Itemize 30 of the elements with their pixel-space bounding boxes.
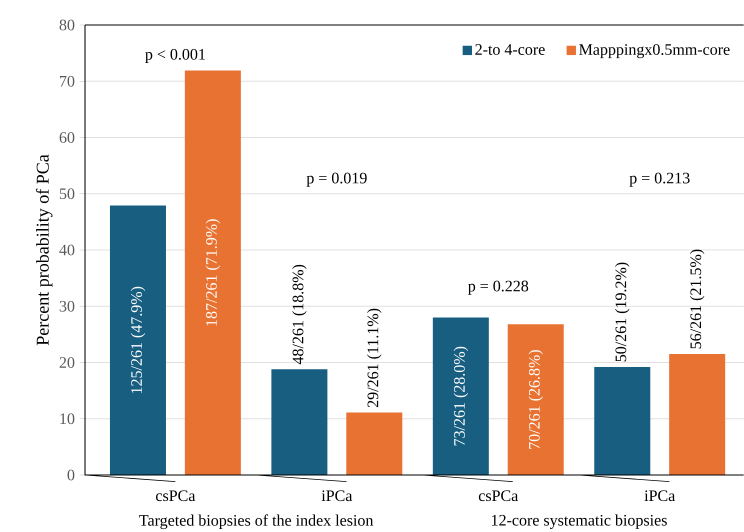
- x-tick-label: csPCa: [478, 490, 518, 502]
- annotation: p = 0.228: [468, 280, 528, 295]
- y-tick-label: 70: [60, 76, 74, 87]
- y-tick-label: 0: [68, 470, 74, 480]
- annotation: p < 0.001: [145, 48, 205, 63]
- data-label: 73/261 (28.0%): [454, 346, 468, 446]
- y-tick-label: 10: [60, 413, 74, 424]
- data-label: 29/261 (11.1%): [367, 308, 382, 408]
- x-tick-label: csPCa: [156, 490, 196, 502]
- y-tick-label: 20: [60, 357, 74, 368]
- y-axis-title: Percent probability of PCa: [36, 154, 52, 346]
- annotation: p = 0.213: [629, 172, 690, 187]
- y-tick-label: 50: [60, 188, 74, 200]
- legend-label: 2-to 4-core: [475, 44, 545, 55]
- data-label: 187/261 (71.9%): [206, 219, 220, 326]
- annotation: p = 0.019: [306, 172, 367, 187]
- legend-label: Mapppingx0.5mm-core: [579, 44, 730, 58]
- data-label: 125/261 (47.9%): [130, 286, 146, 394]
- y-tick-label: 80: [60, 20, 74, 30]
- data-label: 50/261 (19.2%): [615, 262, 630, 362]
- data-label: 56/261 (21.5%): [690, 250, 704, 348]
- x-tick-label: iPCa: [322, 490, 352, 502]
- data-label: 70/261 (26.8%): [528, 350, 543, 449]
- text: Targeted biopsies of the index lesion: [139, 514, 374, 530]
- y-tick-label: 30: [60, 300, 74, 312]
- text: 12-core systematic biopsies: [492, 514, 667, 529]
- y-tick-label: 40: [59, 244, 74, 256]
- y-tick-label: 60: [60, 132, 74, 143]
- x-tick-label: iPCa: [644, 490, 676, 502]
- data-label: 48/261 (18.8%): [292, 264, 307, 364]
